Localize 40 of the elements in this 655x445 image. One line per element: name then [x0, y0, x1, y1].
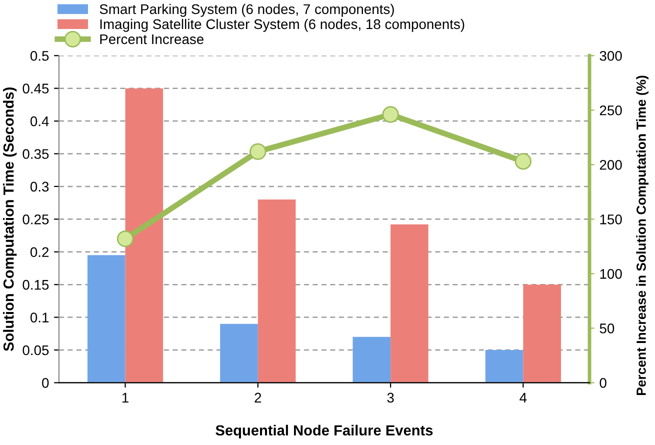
point: [250, 143, 266, 160]
y-tick-label: 0.05: [22, 345, 49, 356]
y-tick-label: 0.2: [30, 247, 49, 258]
y2-tick-label: 150: [600, 214, 622, 224]
x-tick-label: 3: [387, 392, 394, 403]
y-tick-label: 0.25: [22, 214, 49, 224]
x-tick-label: 1: [122, 392, 128, 402]
y2-tick-label: 250: [600, 105, 622, 116]
y-tick-label: 0.1: [30, 312, 49, 322]
point: [382, 106, 399, 123]
y2-tick-label: 0: [600, 378, 606, 388]
bar: [485, 350, 524, 383]
y-tick-label: 0.15: [22, 280, 49, 290]
bar: [220, 324, 258, 383]
y-tick-label: 0.4: [30, 116, 49, 126]
y-tick-label: 0.45: [22, 84, 49, 94]
bar: [390, 224, 428, 383]
y-tick-label: 0.35: [22, 149, 49, 159]
y-tick-label: 0: [42, 378, 49, 388]
bar: [523, 284, 561, 383]
legend-label: Imaging Satellite Cluster System (6 nodes, 18 components): [100, 18, 464, 32]
y-tick-label: 0.3: [30, 182, 49, 192]
y-tick-label: 0.5: [30, 50, 49, 61]
x-axis-title: Sequential Node Failure Events: [216, 424, 433, 438]
y2-tick-label: 300: [600, 50, 622, 61]
y2-axis-title: Percent Increase in Solution Computation Time (%): [636, 76, 648, 396]
legend-label: Smart Parking System (6 nodes, 7 components): [100, 4, 394, 17]
y-axis-title: Solution Computation Time (Seconds): [3, 88, 17, 352]
point: [514, 153, 532, 170]
x-tick-label: 2: [254, 392, 262, 402]
y2-tick-label: 200: [600, 160, 622, 170]
legend-label: Percent Increase: [100, 34, 204, 44]
bar: [125, 88, 164, 383]
x-tick-label: 4: [520, 392, 527, 402]
bar: [87, 255, 126, 383]
y2-tick-label: 50: [600, 324, 614, 334]
bar: [258, 200, 296, 383]
bar: [352, 336, 391, 383]
y2-tick-label: 100: [600, 269, 622, 279]
point: [116, 230, 134, 248]
